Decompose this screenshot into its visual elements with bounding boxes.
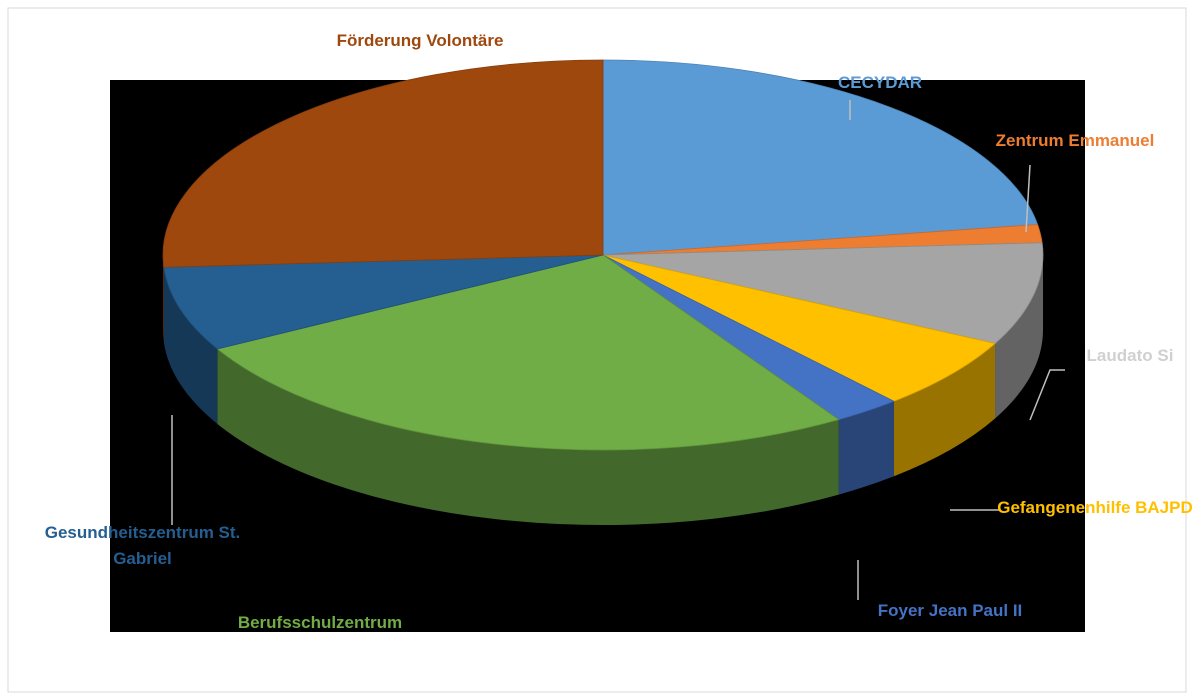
pie-side: [838, 401, 894, 495]
pie-slice: [162, 59, 604, 268]
pie-slice: [163, 254, 604, 350]
pie-side: [893, 343, 996, 477]
data-label: Gesundheitszentrum St. Gabriel: [44, 523, 241, 568]
pie-slice: [602, 254, 996, 402]
leader-line: [1029, 369, 1065, 421]
pie-slice: [216, 254, 840, 451]
data-label: Foyer Jean Paul II: [877, 601, 1023, 620]
data-label: Berufsschulzentrum: [237, 613, 403, 632]
pie: [162, 59, 1044, 525]
pie-slice: [602, 242, 1044, 344]
leader-line: [1025, 164, 1031, 233]
pie-side: [217, 348, 839, 525]
data-label: CECYDAR: [837, 73, 923, 92]
data-label: Laudato Si: [1086, 346, 1174, 365]
pie-side: [163, 267, 218, 424]
pie-side: [163, 255, 164, 343]
pie-slice: [602, 59, 1039, 256]
data-label: Gefangenenhilfe BAJPD: [997, 498, 1193, 517]
leader-lines: [171, 100, 1065, 600]
data-label: Zentrum Emmanuel: [995, 131, 1155, 150]
data-label: Förderung Volontäre: [336, 31, 504, 50]
pie-side: [995, 255, 1043, 419]
